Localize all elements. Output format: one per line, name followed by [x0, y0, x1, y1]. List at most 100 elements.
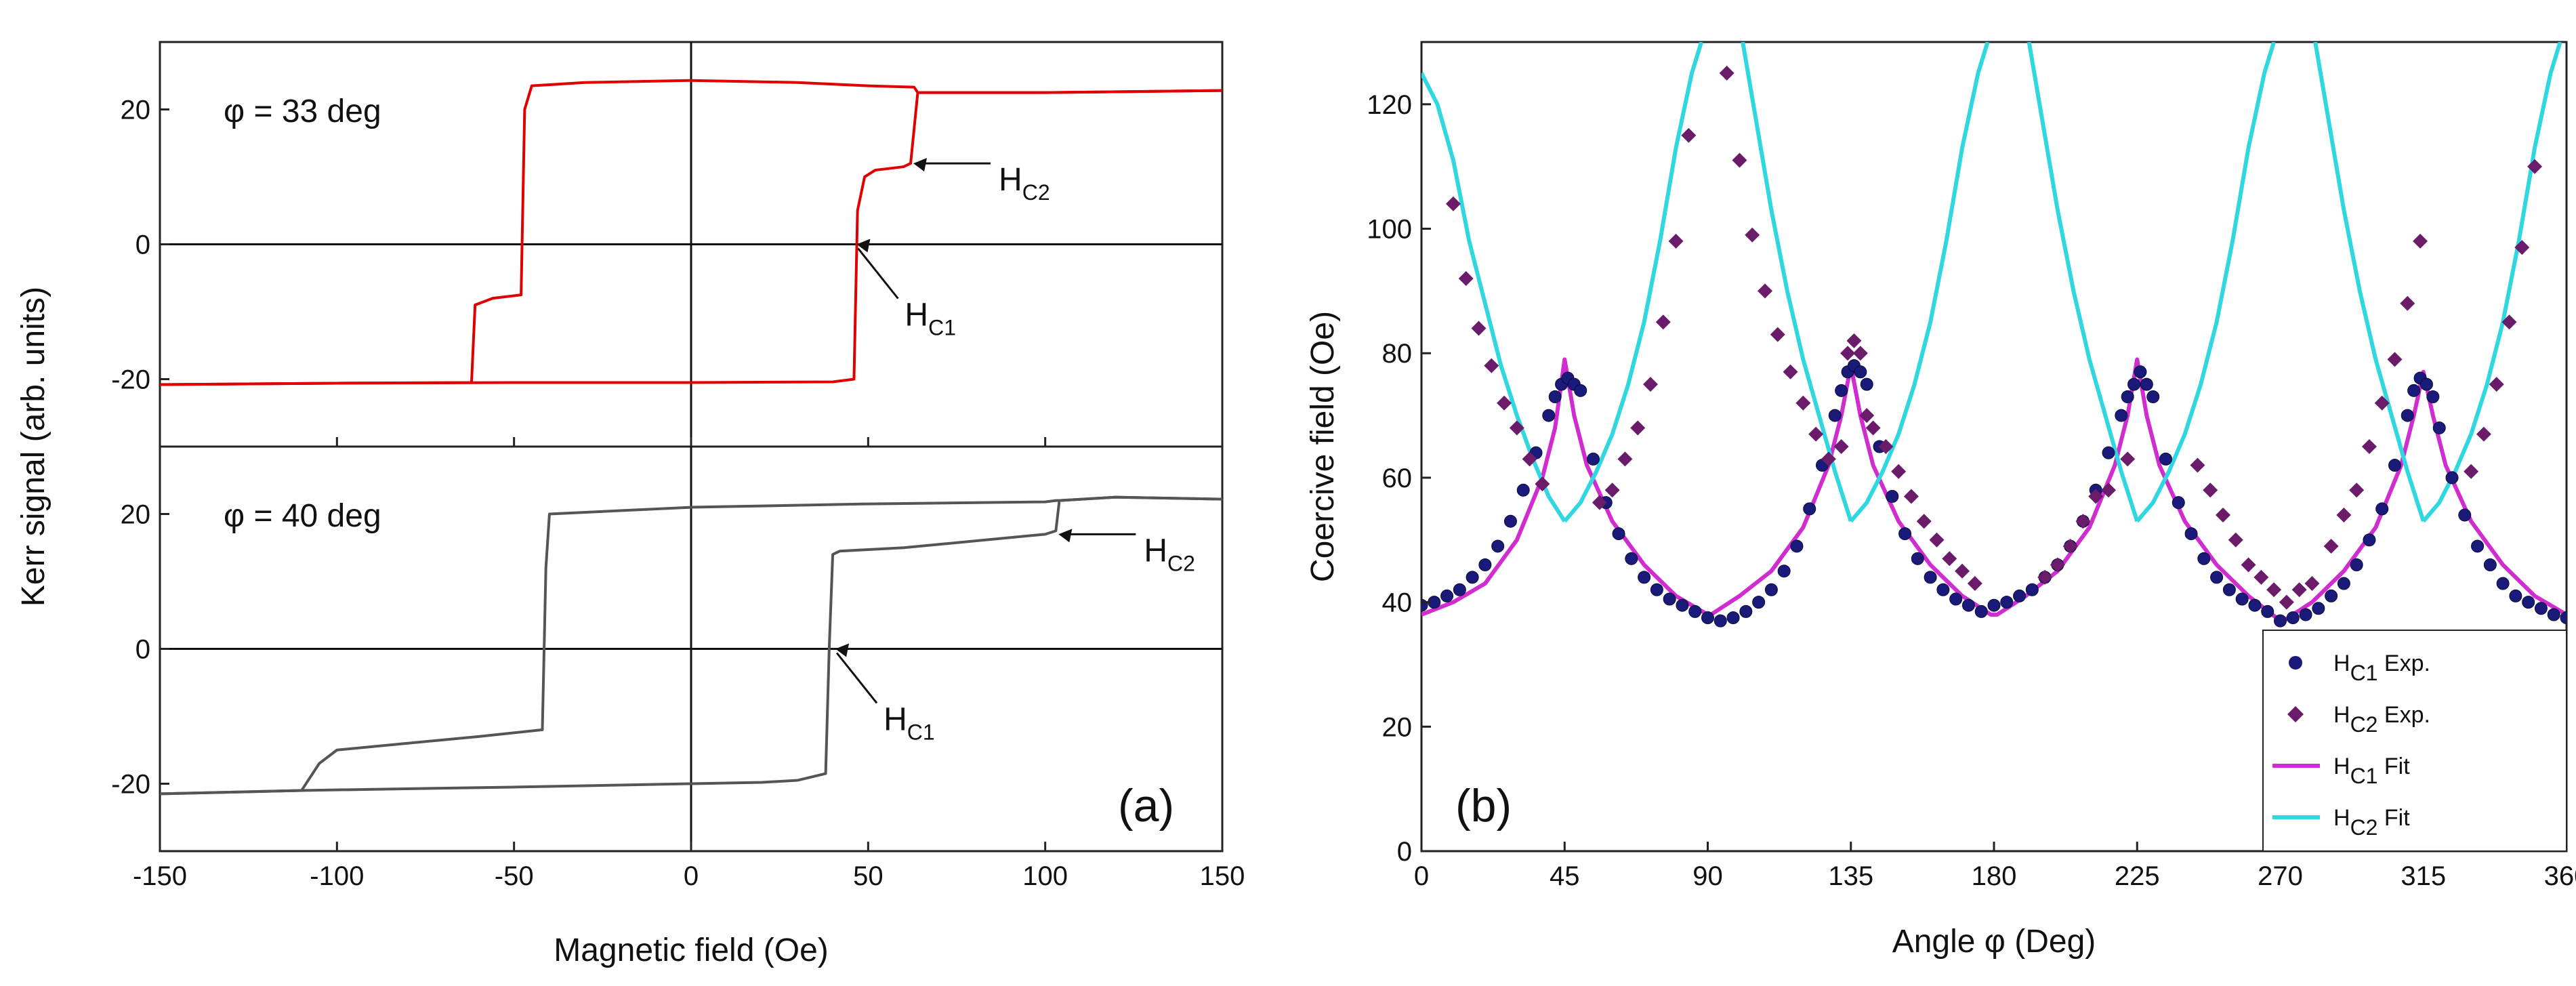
data-point-hc2 [1484, 358, 1499, 373]
data-point-hc1 [1701, 611, 1714, 625]
x-tick-label: 315 [2401, 861, 2446, 891]
legend-label: HC2 Exp. [2333, 702, 2430, 737]
arrow-head [856, 239, 871, 253]
panel-b-ylabel: Coercive field (Oe) [1305, 311, 1341, 582]
legend-label: HC1 Fit [2333, 754, 2410, 788]
fit-line-hc2fit [1421, 72, 1566, 522]
data-point-hc2 [1840, 346, 1856, 361]
y-tick-label: 0 [136, 635, 150, 665]
data-point-hc1 [2325, 589, 2338, 602]
panel-a-ylabel: Kerr signal (arb. units) [16, 287, 51, 607]
data-point-hc2 [1758, 283, 1772, 299]
legend-label-main: H [2333, 754, 2350, 779]
annotation-label-sub: C1 [928, 316, 956, 340]
data-point-hc2 [1865, 420, 1881, 436]
legend-label-sub: C1 [2350, 764, 2378, 788]
data-point-hc1 [1587, 452, 1600, 466]
data-point-hc1 [1688, 604, 1702, 618]
data-point-hc1 [2312, 602, 2325, 615]
data-point-hc2 [2501, 314, 2517, 330]
data-point-hc1 [1638, 571, 1651, 584]
data-point-hc1 [2013, 589, 2027, 602]
data-point-hc1 [1612, 527, 1625, 541]
data-point-hc1 [1726, 611, 1740, 625]
fit-line-hc2fit [1849, 42, 1990, 523]
legend-label-suffix: Exp. [2377, 702, 2430, 728]
data-point-hc1 [1491, 539, 1505, 553]
data-point-hc1 [1421, 598, 1428, 612]
data-point-hc2 [2387, 352, 2403, 367]
x-tick-label: 180 [1972, 861, 2017, 891]
data-point-hc2 [1795, 395, 1811, 411]
data-point-hc1 [2432, 421, 2446, 434]
data-point-hc2 [2101, 482, 2116, 498]
y-tick-label: 60 [1382, 464, 1413, 493]
data-point-hc1 [2496, 577, 2510, 590]
data-point-hc2 [1859, 408, 1875, 424]
annotation-label-sub: C2 [1167, 551, 1195, 575]
data-point-hc1 [2560, 611, 2567, 625]
annotation-label-sub: C1 [907, 720, 935, 745]
x-tick-label: -50 [495, 861, 534, 891]
data-point-hc1 [2471, 539, 2485, 553]
data-point-hc1 [2547, 608, 2560, 621]
data-point-hc2 [2374, 395, 2390, 411]
data-point-hc2 [1916, 514, 1932, 529]
data-point-hc1 [1949, 592, 1963, 606]
data-point-hc1 [1676, 598, 1689, 612]
data-point-hc1 [1466, 571, 1479, 584]
annotation-label: HC2 [999, 162, 1050, 205]
legend-label: HC2 Fit [2333, 805, 2410, 840]
legend-label-suffix: Exp. [2377, 651, 2430, 676]
arrow-head [1058, 529, 1073, 543]
data-point-hc1 [2458, 508, 2472, 522]
data-point-hc1 [2222, 583, 2236, 596]
data-point-hc1 [1854, 365, 1867, 379]
data-point-hc1 [2159, 452, 2172, 466]
x-tick-label: 50 [853, 861, 884, 891]
data-point-hc2 [1878, 439, 1894, 454]
legend-marker-circle [2289, 656, 2302, 670]
panel-b-ticks: 0 45 90 135 180 225 270 315 360 0 20 40 60 80 100 120 [1367, 90, 2576, 891]
x-tick-label: 150 [1200, 861, 1245, 891]
data-point-hc2 [2075, 514, 2091, 529]
data-point-hc1 [2127, 377, 2141, 391]
x-tick-label: 270 [2258, 861, 2303, 891]
data-point-hc1 [1898, 527, 1912, 541]
legend-label-sub: C2 [2350, 712, 2378, 737]
data-point-hc1 [2419, 377, 2433, 391]
data-point-hc1 [2350, 558, 2363, 572]
loop-branch-0-0 [159, 79, 1223, 386]
annotation-label-main: H [999, 162, 1022, 198]
arrow-head [913, 158, 928, 172]
data-point-hc1 [2210, 571, 2224, 584]
panel-a-xlabel: Magnetic field (Oe) [554, 932, 829, 968]
x-tick-label: 0 [684, 861, 699, 891]
y-tick-label: -20 [111, 770, 150, 800]
data-point-hc1 [2388, 459, 2401, 472]
data-point-hc2 [2413, 233, 2428, 249]
legend-label-main: H [2333, 805, 2350, 831]
data-point-hc1 [1936, 583, 1950, 596]
data-point-hc2 [2253, 569, 2269, 585]
data-point-hc1 [1790, 539, 1804, 553]
data-point-hc2 [1445, 196, 1461, 211]
data-point-hc2 [1967, 576, 1982, 592]
data-point-hc1 [1440, 589, 1454, 602]
data-point-hc1 [2337, 577, 2350, 590]
data-point-hc2 [2216, 508, 2230, 523]
data-point-hc2 [1617, 451, 1633, 467]
legend-label-sub: C1 [2350, 661, 2378, 685]
data-point-hc2 [2400, 295, 2415, 311]
data-point-hc1 [2248, 598, 2262, 612]
data-point-hc2 [1509, 420, 1524, 436]
data-point-hc2 [1846, 333, 1862, 348]
y-tick-label: 0 [1397, 837, 1412, 867]
y-tick-label: 20 [1382, 712, 1413, 742]
fit-line-hc2fit [2135, 42, 2276, 523]
data-point-hc2 [2190, 457, 2205, 473]
data-point-hc1 [1924, 571, 1937, 584]
x-tick-label: -100 [310, 861, 364, 891]
loop-branch-1-1 [159, 495, 1223, 796]
data-point-hc2 [2203, 482, 2218, 498]
